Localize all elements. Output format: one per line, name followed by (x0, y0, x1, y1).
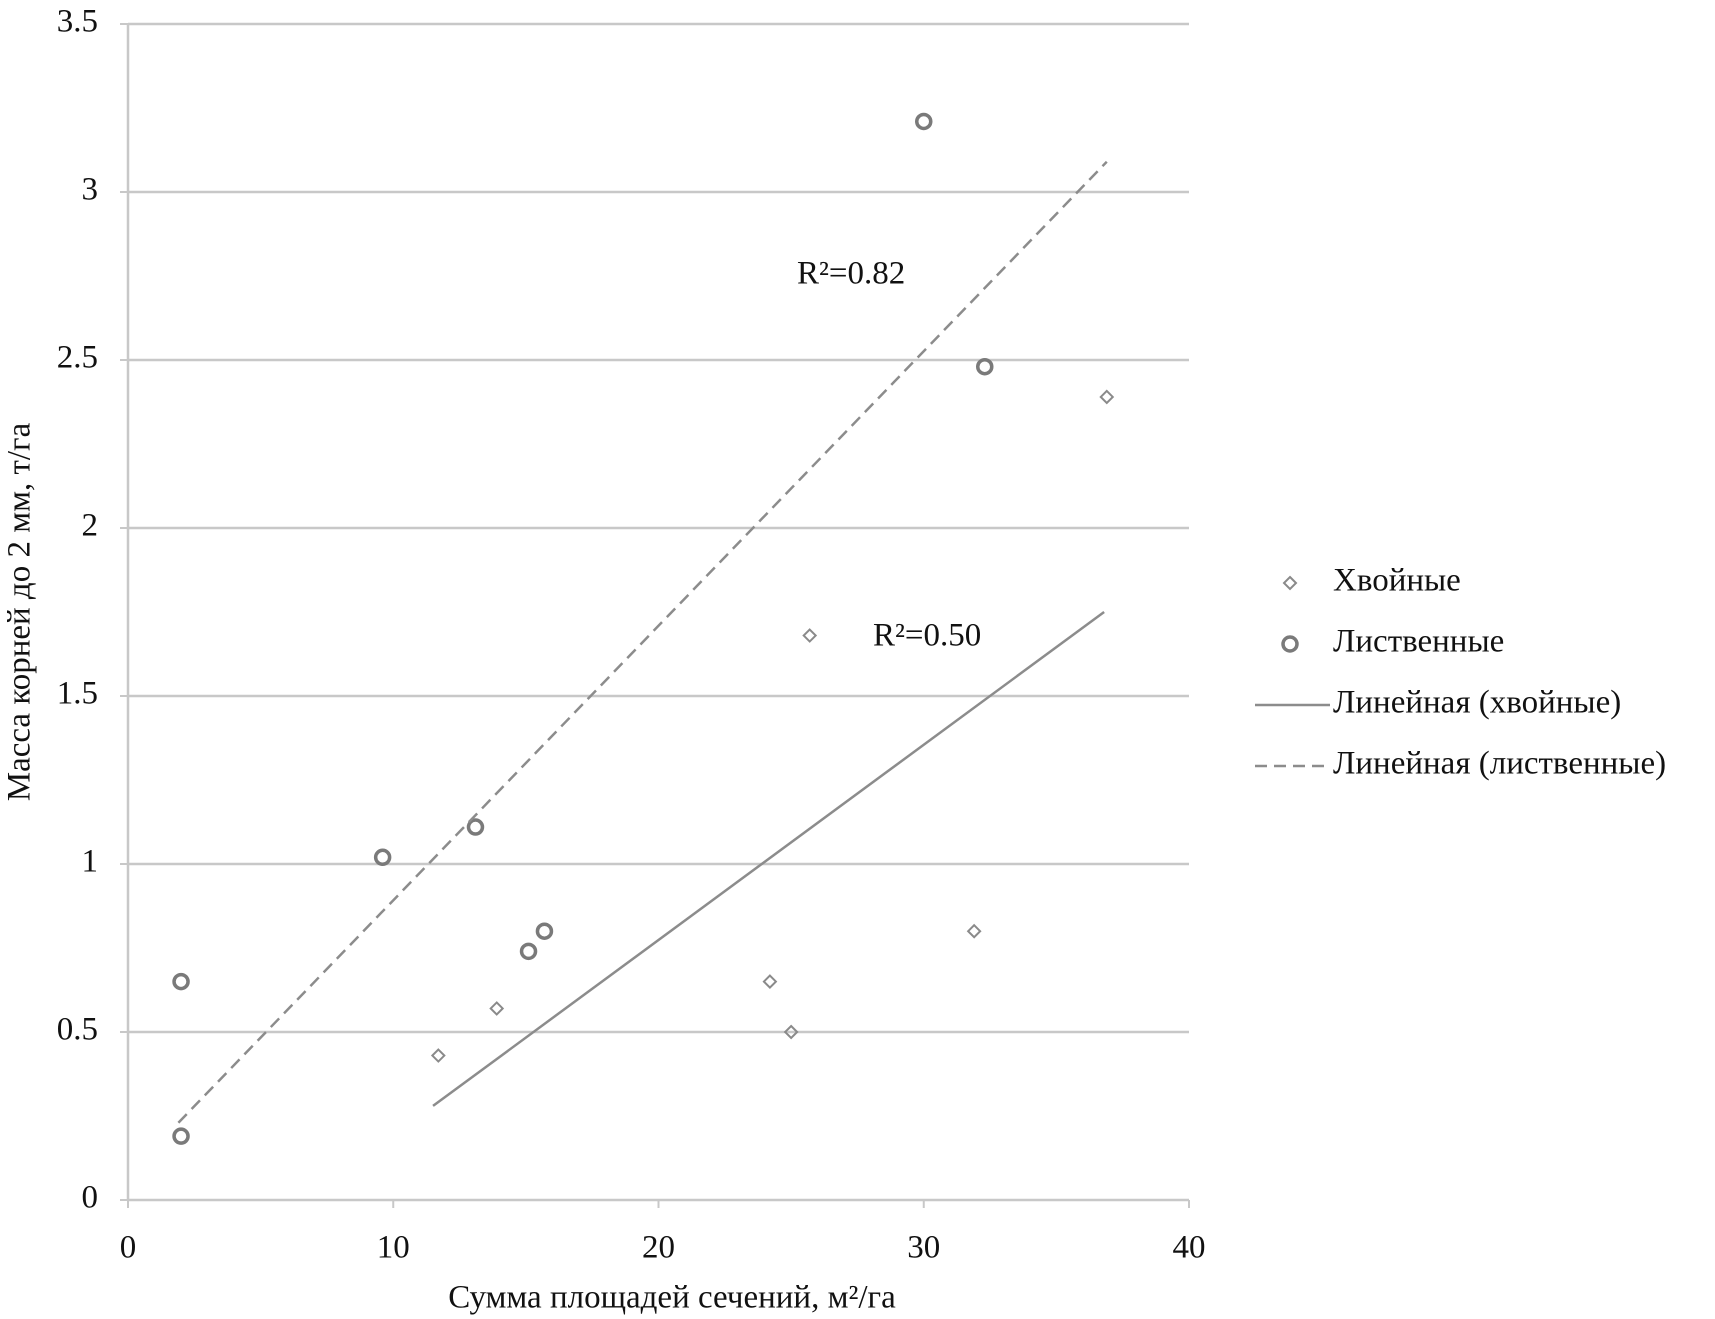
x-tick-label: 0 (120, 1230, 137, 1266)
annotation: R²=0.50 (873, 618, 981, 654)
y-tick-label: 0 (82, 1180, 99, 1216)
x-tick-label: 30 (907, 1230, 940, 1266)
point (172, 972, 190, 991)
x-tick-label: 40 (1173, 1230, 1206, 1266)
point (762, 974, 778, 990)
point (519, 942, 538, 961)
point (172, 1127, 190, 1145)
point (373, 848, 392, 867)
point (802, 628, 818, 643)
point (783, 1024, 799, 1040)
annotation: R²=0.82 (797, 256, 905, 292)
legend-label: Лиственные (1333, 624, 1504, 660)
y-tick-label: 3 (82, 172, 99, 208)
point (535, 922, 554, 940)
legend-marker (1281, 635, 1299, 653)
y-tick-label: 1 (82, 844, 99, 880)
y-axis-label: Масса корней до 2 мм, т/га (2, 422, 38, 801)
y-tick-label: 2 (82, 508, 99, 544)
point (976, 357, 994, 376)
point (915, 112, 933, 131)
point (430, 1048, 446, 1063)
legend-label: Хвойные (1333, 563, 1461, 599)
trend-line (432, 610, 1105, 1107)
trend-line (177, 160, 1108, 1124)
y-tick-label: 1.5 (57, 676, 98, 712)
point (466, 818, 485, 836)
legend-label: Линейная (лиственные) (1333, 746, 1666, 782)
point (489, 1001, 505, 1016)
y-tick-label: 0.5 (57, 1012, 98, 1048)
x-axis-label: Сумма площадей сечений, м²/га (448, 1280, 896, 1316)
legend-label: Линейная (хвойные) (1333, 685, 1621, 721)
x-tick-label: 20 (642, 1230, 675, 1266)
point (1099, 389, 1115, 405)
point (966, 923, 982, 939)
x-tick-label: 10 (377, 1230, 410, 1266)
y-tick-label: 2.5 (57, 340, 98, 376)
legend-marker (1282, 575, 1298, 591)
y-tick-label: 3.5 (57, 4, 98, 40)
